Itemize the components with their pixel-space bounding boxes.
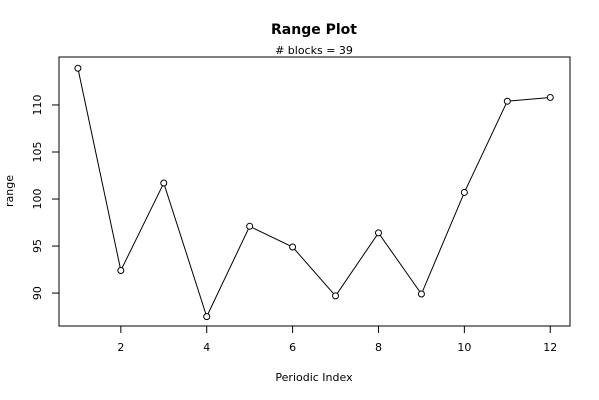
data-point bbox=[117, 267, 125, 275]
x-tick-label: 8 bbox=[375, 341, 382, 354]
chart-subtitle: # blocks = 39 bbox=[275, 44, 353, 57]
x-axis-label: Periodic Index bbox=[275, 371, 353, 384]
data-point bbox=[503, 97, 511, 105]
x-tick-label: 2 bbox=[117, 341, 124, 354]
x-tick-label: 10 bbox=[457, 341, 471, 354]
data-point bbox=[74, 64, 82, 72]
data-point bbox=[374, 229, 382, 237]
data-point bbox=[332, 292, 340, 300]
x-tick-label: 6 bbox=[289, 341, 296, 354]
data-point bbox=[289, 243, 297, 251]
data-point bbox=[246, 222, 254, 230]
x-tick-label: 4 bbox=[203, 341, 210, 354]
x-tick-label: 12 bbox=[543, 341, 557, 354]
y-tick-label: 90 bbox=[31, 286, 44, 300]
data-point bbox=[417, 290, 425, 298]
data-point bbox=[160, 179, 168, 187]
chart-title: Range Plot bbox=[271, 22, 357, 38]
y-tick-label: 105 bbox=[31, 141, 44, 162]
y-axis-label: range bbox=[3, 175, 16, 207]
y-tick-label: 95 bbox=[31, 239, 44, 253]
data-line bbox=[77, 68, 551, 318]
y-tick-label: 100 bbox=[31, 189, 44, 210]
data-point bbox=[203, 313, 211, 321]
data-point bbox=[460, 188, 468, 196]
plot-box bbox=[58, 56, 571, 327]
y-tick-label: 110 bbox=[31, 94, 44, 115]
data-point bbox=[546, 93, 554, 101]
